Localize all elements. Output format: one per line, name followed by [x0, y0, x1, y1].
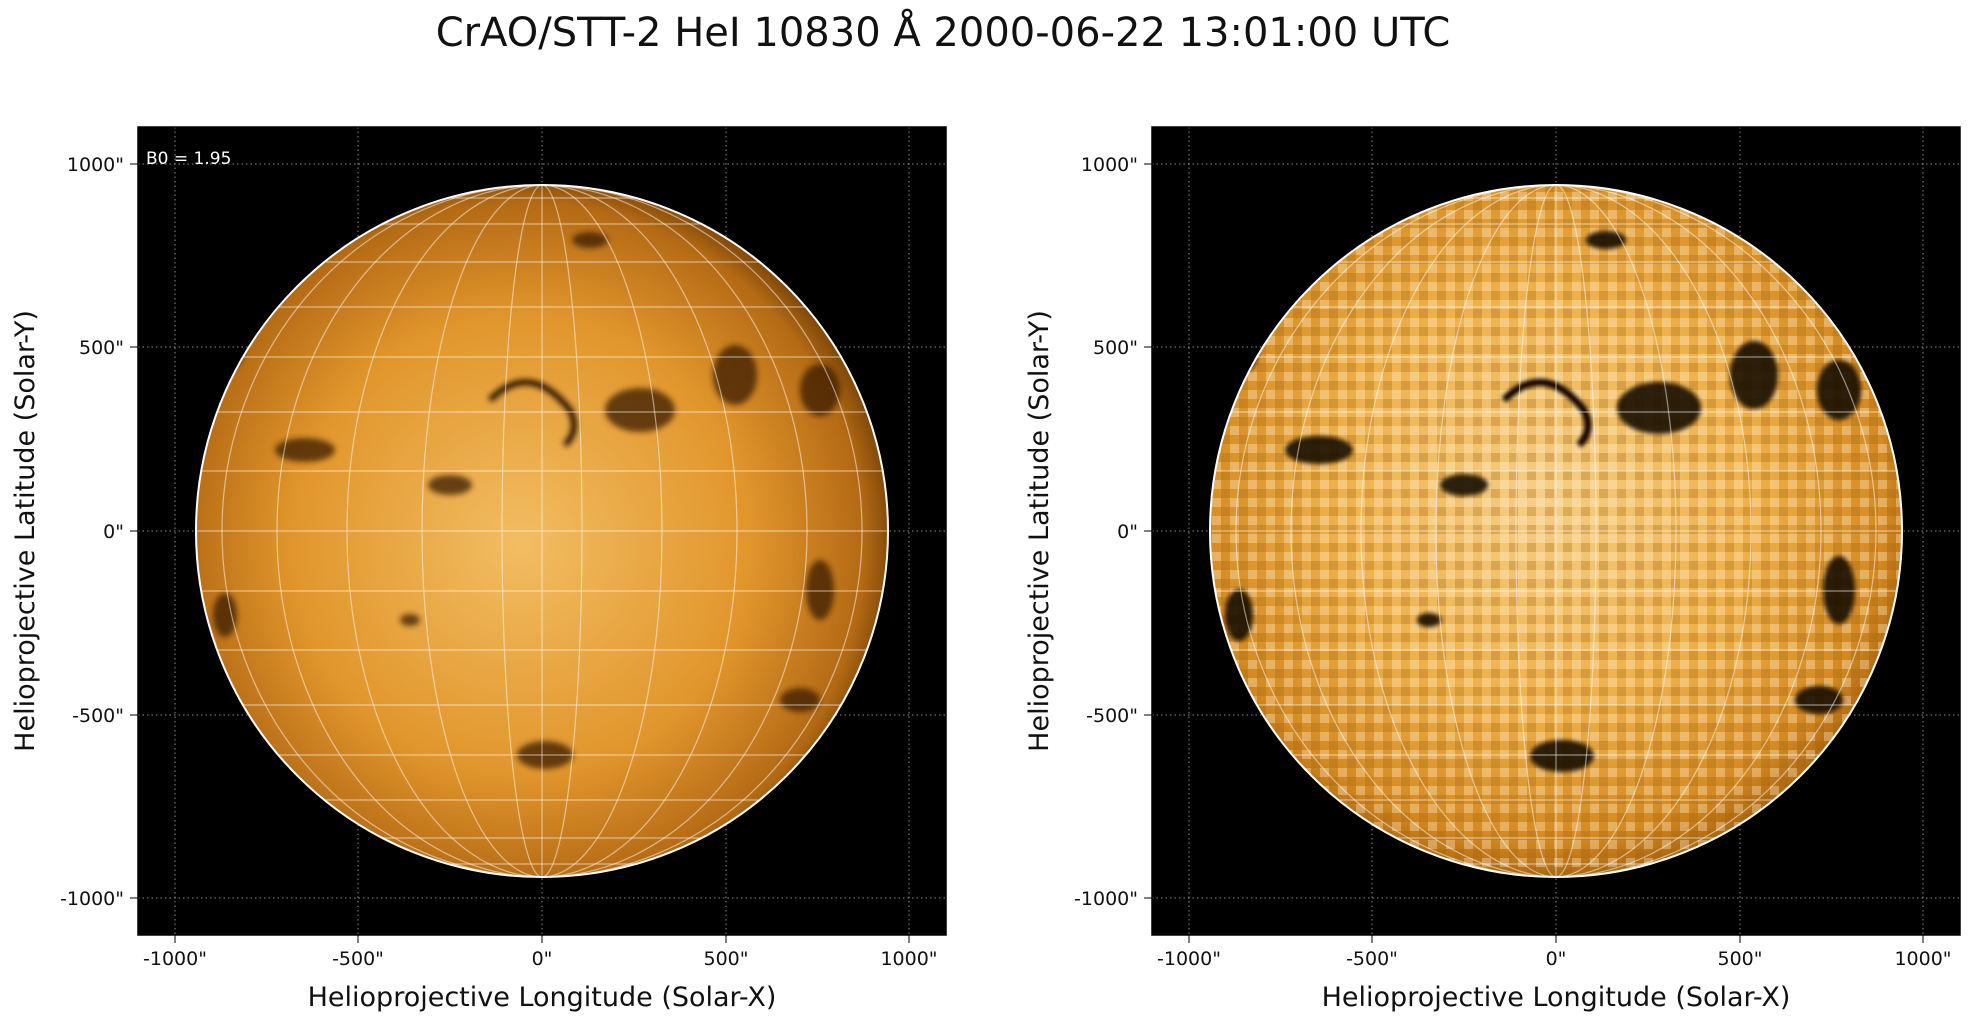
x-tick-label: -1000"	[1157, 948, 1221, 970]
y-tick-label: 500"	[79, 337, 124, 359]
solar-panel-left: B0 = 1.95 1000" 500" 0" -500" -1000" -10…	[10, 126, 947, 1013]
y-tick-label: -500"	[72, 705, 124, 727]
heliographic-grid	[196, 185, 888, 877]
x-tick-label: -500"	[1346, 948, 1398, 970]
x-tick-label: 500"	[703, 948, 748, 970]
x-tick-label: 500"	[1717, 948, 1762, 970]
heliographic-grid	[1210, 185, 1902, 877]
solar-limb	[195, 184, 889, 878]
figure-title: CrAO/STT-2 HeI 10830 Å 2000-06-22 13:01:…	[435, 10, 1451, 56]
y-tick-label: 500"	[1093, 337, 1138, 359]
y-tick-labels: 1000" 500" 0" -500" -1000"	[1074, 154, 1152, 910]
solar-limb	[1209, 184, 1903, 878]
y-tick-label: 1000"	[1081, 154, 1138, 176]
y-tick-label: 0"	[103, 521, 124, 543]
y-tick-labels: 1000" 500" 0" -500" -1000"	[60, 154, 138, 910]
x-tick-label: 0"	[1546, 948, 1567, 970]
y-tick-label: -500"	[1086, 705, 1138, 727]
x-tick-label: -500"	[332, 948, 384, 970]
x-tick-labels: -1000" -500" 0" 500" 1000"	[1157, 935, 1952, 970]
y-tick-label: -1000"	[1074, 888, 1138, 910]
y-axis-label: Helioprojective Latitude (Solar-Y)	[10, 310, 41, 752]
x-axis-label: Helioprojective Longitude (Solar-X)	[1322, 982, 1791, 1013]
dark-filaments	[1225, 231, 1861, 772]
y-axis-label: Helioprojective Latitude (Solar-Y)	[1024, 310, 1055, 752]
x-axis-label: Helioprojective Longitude (Solar-X)	[308, 982, 777, 1013]
x-tick-labels: -1000" -500" 0" 500" 1000"	[143, 935, 938, 970]
x-tick-label: -1000"	[143, 948, 207, 970]
y-tick-label: -1000"	[60, 888, 124, 910]
x-tick-label: 0"	[532, 948, 553, 970]
solar-panel-right: 1000" 500" 0" -500" -1000" -1000" -500" …	[1024, 126, 1961, 1013]
x-tick-label: 1000"	[880, 948, 937, 970]
y-tick-label: 1000"	[67, 154, 124, 176]
x-tick-label: 1000"	[1894, 948, 1951, 970]
y-tick-label: 0"	[1117, 521, 1138, 543]
b0-annotation: B0 = 1.95	[146, 149, 231, 169]
